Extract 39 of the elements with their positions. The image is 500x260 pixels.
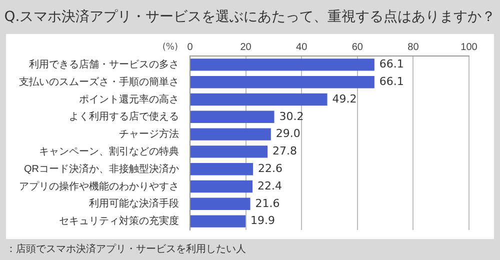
bar [190,128,271,140]
x-tick-label: 0 [187,42,194,53]
y-tick-label: 利用可能な決済手段 [89,198,179,210]
data-label: 22.4 [257,179,282,192]
data-label: 49.2 [332,92,357,106]
x-tick-label: 80 [408,42,420,53]
y-tick-label: 支払いのスムーズさ・手順の簡単さ [19,76,179,88]
x-tick-label: 60 [352,42,364,53]
bar [190,58,374,71]
data-label: 66.1 [379,74,404,88]
bar [190,146,268,158]
text: ：店頭でスマホ決済アプリ・サービスを利用したい人 [6,242,246,256]
data-label: 19.9 [250,214,276,228]
data-label: 21.6 [255,196,280,210]
chart-title: Q.スマホ決済アプリ・サービスを選ぶにあたって、重視する点はありますか？ [3,8,497,27]
data-label: 29.0 [276,127,300,140]
bar [190,198,250,210]
x-tick-label: 100 [460,42,478,53]
y-tick-label: チャージ方法 [119,128,179,140]
x-tick-label: 40 [296,42,308,53]
y-tick-label: アプリの操作や機能のわかりやすさ [19,180,179,192]
y-tick-label: セキュリティ対策の充実度 [59,215,179,228]
data-label: 22.6 [258,162,283,175]
y-tick-label: ポイント還元率の高さ [79,93,179,106]
y-tick-label: よく利用する店で使える [69,110,179,123]
bar [190,76,374,88]
bar [190,180,252,193]
bar [190,110,274,123]
data-label: 27.8 [272,144,298,158]
data-label: 66.1 [379,58,404,71]
x-axis-title: (%) [162,42,178,52]
bar [190,163,254,176]
bar [190,93,328,106]
x-tick-label: 20 [240,42,252,53]
data-label: 30.2 [279,110,304,123]
bar [190,215,246,228]
y-tick-label: キャンペーン、割引などの特典 [39,145,179,158]
y-tick-label: QRコード決済か、非接触型決済か [24,162,179,175]
y-tick-label: 利用できる店舗・サービスの多さ [29,58,179,70]
